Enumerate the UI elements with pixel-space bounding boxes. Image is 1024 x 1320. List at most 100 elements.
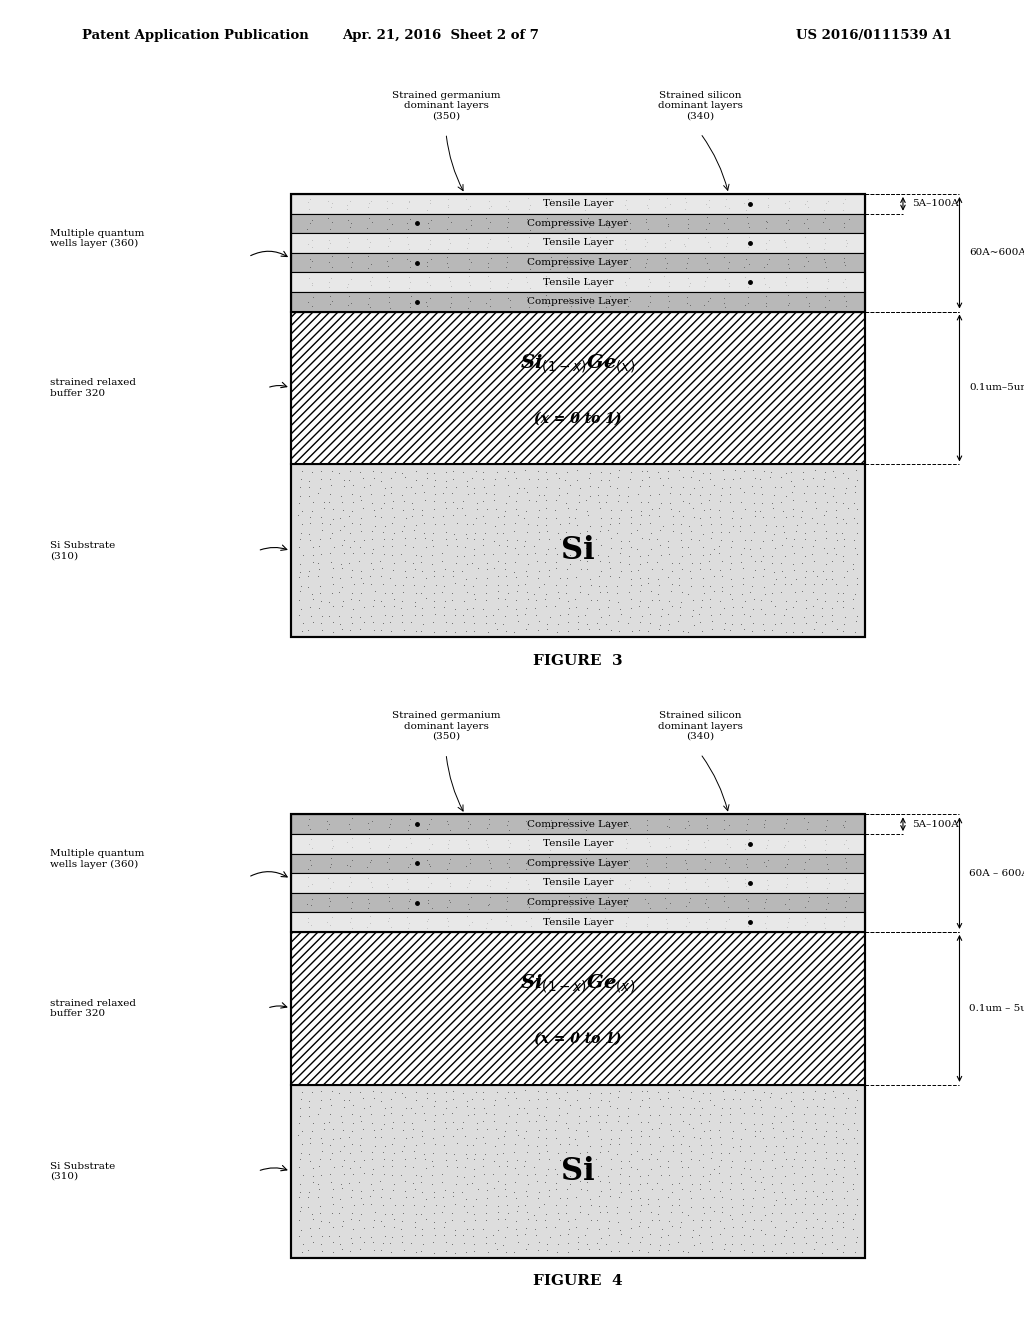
Point [538,1209,554,1230]
Point [837,483,853,504]
Point [780,190,797,211]
Point [344,483,360,504]
Point [497,500,513,521]
Point [457,536,473,557]
Point [518,859,535,880]
Point [718,232,734,253]
Point [640,491,656,512]
Point [333,484,349,506]
Point [311,597,328,618]
Point [673,529,689,550]
Point [404,499,421,520]
Point [508,1225,524,1246]
Point [542,259,558,280]
Point [659,912,676,933]
Point [633,500,649,521]
Point [413,1203,429,1224]
Point [582,190,598,211]
Point [558,246,574,267]
Point [366,1088,382,1109]
Point [773,1172,790,1193]
Point [806,520,822,541]
Point [680,622,696,643]
Point [332,1188,348,1209]
Point [652,467,669,488]
Point [677,849,693,870]
Point [487,1119,504,1140]
Point [537,573,553,594]
Point [312,1089,329,1110]
Point [295,544,311,565]
Point [839,560,855,581]
Point [701,507,718,528]
Point [312,1233,329,1254]
Point [345,1195,361,1216]
Point [396,1148,413,1170]
Point [763,582,779,603]
Point [499,906,515,927]
Point [736,619,753,640]
Point [736,256,753,277]
Point [651,1126,668,1147]
Point [529,1089,546,1110]
Point [593,470,609,491]
Point [502,289,518,310]
Point [603,1148,620,1170]
Point [836,817,852,838]
Point [395,491,412,512]
Point [630,483,646,504]
Point [440,813,457,834]
Point [426,462,442,483]
Point [478,1195,495,1216]
Point [441,232,458,253]
Point [568,1156,585,1177]
Point [478,606,495,627]
Point [399,248,416,269]
Point [475,469,492,490]
Point [740,216,757,238]
Point [773,1097,790,1118]
Point [720,896,736,917]
Point [321,276,337,297]
Point [835,814,851,836]
Point [788,515,805,536]
Point [721,197,737,218]
Point [838,512,854,533]
Point [582,1106,598,1127]
Point [379,219,395,240]
Point [408,1179,424,1200]
Point [300,1097,316,1118]
Point [783,573,800,594]
Point [531,561,548,582]
Point [477,523,494,544]
Point [601,191,617,213]
Point [746,1142,763,1163]
Point [593,1135,609,1156]
Point [695,523,712,544]
Point [568,515,585,536]
Point [304,1113,321,1134]
Point [529,1081,546,1102]
Point [794,1156,810,1177]
Point [763,1210,779,1232]
Point [760,850,776,871]
Point [656,887,673,908]
Point [597,871,613,892]
Point [835,620,851,642]
Point [640,198,656,219]
Point [425,1096,441,1117]
Point [600,854,616,875]
Point [479,236,496,257]
Point [376,484,392,506]
Point [427,470,443,491]
Point [600,1166,616,1187]
Point [680,829,696,850]
Point [816,818,833,840]
Point [323,268,339,289]
Point [398,197,415,218]
Point [434,1104,451,1125]
Point [496,614,512,635]
Point [539,265,555,286]
Point [724,1196,740,1217]
Point [837,606,853,627]
